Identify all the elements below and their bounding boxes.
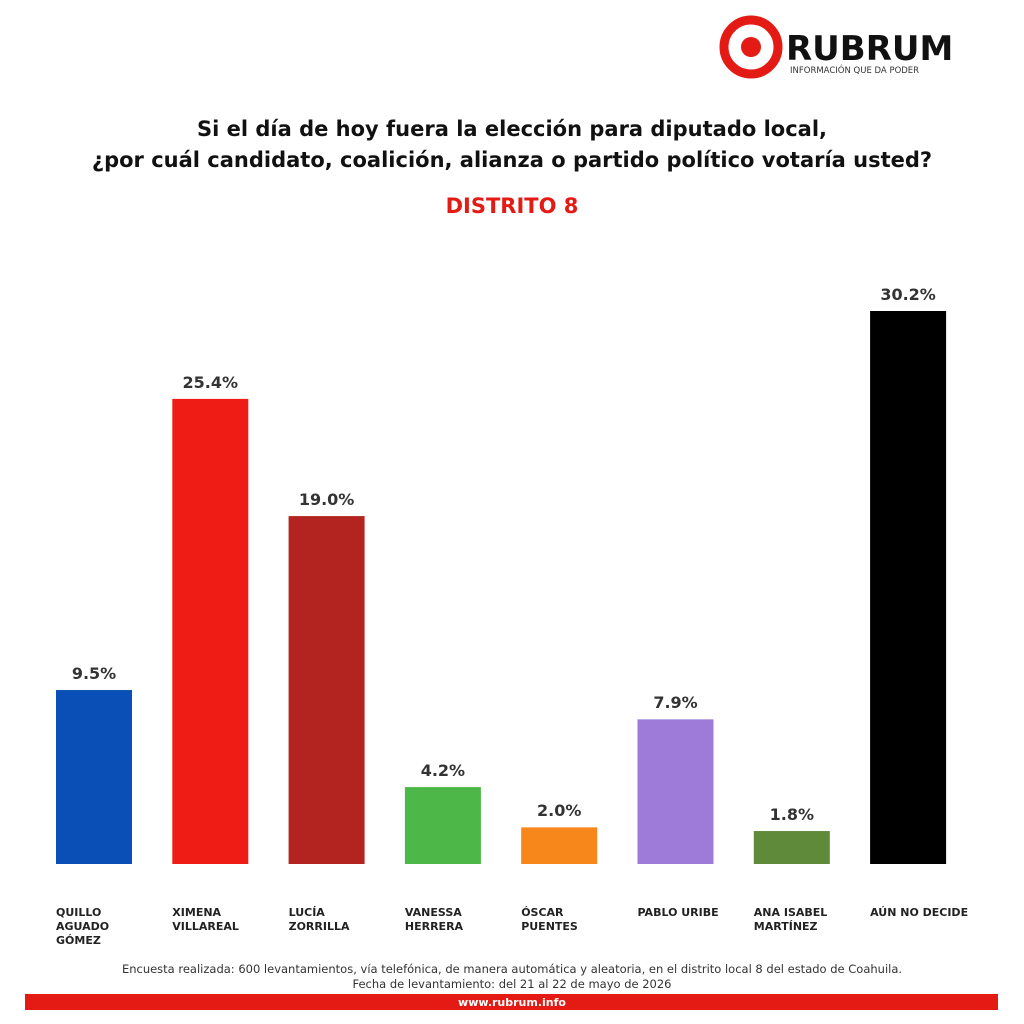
category-label: AÚN NO DECIDE xyxy=(870,906,969,919)
logo-tagline: INFORMACIÓN QUE DA PODER xyxy=(790,64,919,76)
bar xyxy=(404,787,481,864)
category-label: VANESSA HERRERA xyxy=(404,906,464,933)
value-label: 7.9% xyxy=(653,693,698,713)
category-label: ÓSCAR PUENTES xyxy=(521,906,578,933)
chart-title: Si el día de hoy fuera la elección para … xyxy=(91,117,933,172)
value-label: 25.4% xyxy=(182,372,239,392)
footer-url: www.rubrum.info xyxy=(458,996,566,1009)
bar xyxy=(753,831,830,864)
category-label: LUCÍA ZORRILLA xyxy=(288,906,350,933)
chart-subtitle: DISTRITO 8 xyxy=(445,194,579,218)
bar xyxy=(172,398,249,864)
value-label: 4.2% xyxy=(420,761,466,781)
footer-band xyxy=(25,994,998,1010)
category-label: XIMENA VILLAREAL xyxy=(172,906,239,933)
bar xyxy=(288,516,365,864)
bar xyxy=(870,311,947,864)
bar xyxy=(637,719,714,864)
category-label: QUILLO AGUADO GÓMEZ xyxy=(56,906,110,947)
bar xyxy=(521,827,598,864)
value-label: 30.2% xyxy=(880,285,936,304)
category-label: PABLO URIBE xyxy=(637,906,719,919)
footnote: Encuesta realizada: 600 levantamientos, … xyxy=(121,962,903,976)
value-label: 1.8% xyxy=(769,805,814,825)
footnote-date: Fecha de levantamiento: del 21 al 22 de … xyxy=(352,977,672,991)
logo-ring xyxy=(719,15,783,79)
logo-dot xyxy=(741,37,761,57)
value-label: 9.5% xyxy=(71,664,117,684)
logo-name: RUBRUM xyxy=(786,29,953,69)
category-label: ANA ISABEL MARTÍNEZ xyxy=(753,906,828,933)
value-label: 2.0% xyxy=(537,801,582,821)
value-label: 19.0% xyxy=(298,490,355,510)
bar xyxy=(56,690,132,864)
